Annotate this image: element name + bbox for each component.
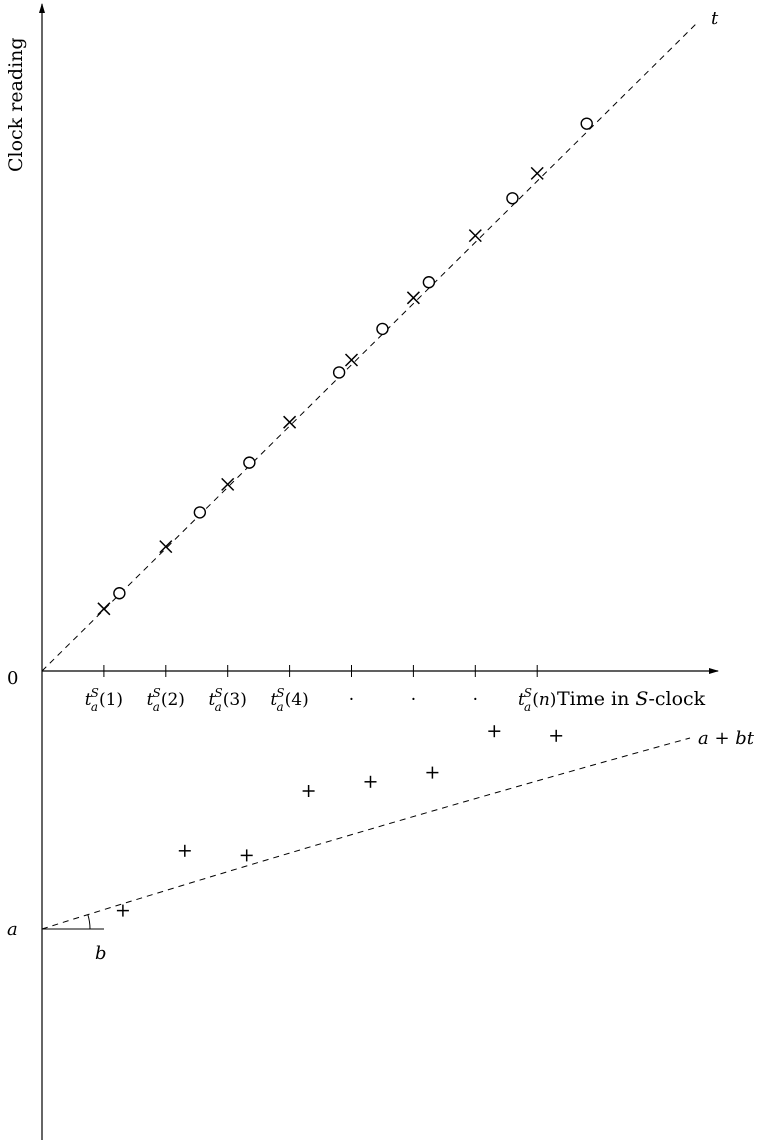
x-tick-label: · [411, 690, 416, 710]
x-tick-label: · [349, 690, 354, 710]
cross-marker [344, 353, 359, 367]
cross-marker [530, 166, 544, 180]
plus-marker [364, 775, 377, 788]
slope-label: b [95, 943, 107, 964]
x-axis-label: Time in S-clock [557, 688, 706, 710]
upper-line-label: t [711, 8, 719, 29]
upper-markers [97, 117, 593, 616]
upper-dashed-line [41, 21, 699, 672]
plus-marker [178, 844, 191, 857]
plus-marker [302, 785, 315, 797]
x-tick-label: tS a(2) [147, 686, 185, 714]
cross-marker [283, 415, 297, 429]
circle-marker [332, 366, 346, 379]
slope-angle-arc [87, 914, 91, 930]
plus-marker [426, 766, 439, 779]
intercept-label: a [7, 919, 18, 940]
circle-marker [376, 322, 389, 336]
circle-marker [506, 192, 519, 205]
lower-dashed-curve [41, 737, 691, 930]
plus-marker [488, 725, 501, 738]
y-axis-label: Clock reading [5, 37, 27, 172]
x-tick-group: tS a(1) tS a(2) tS a(3) tS a(4) · · · tS a(n) [85, 665, 556, 714]
x-tick-label: tS a(n) [518, 686, 556, 714]
x-tick-label: · [473, 690, 478, 710]
x-tick-label: tS a(3) [209, 686, 247, 714]
plus-marker [550, 729, 563, 742]
cross-marker [159, 540, 173, 554]
plus-marker [240, 849, 253, 862]
cross-marker [221, 477, 235, 491]
origin-label: 0 [7, 668, 18, 689]
cross-marker [468, 229, 482, 243]
lower-markers [116, 725, 563, 917]
cross-marker [97, 602, 111, 616]
circle-marker [193, 506, 207, 519]
x-tick-label: tS a(4) [270, 686, 308, 714]
x-tick-label: tS a(1) [85, 686, 123, 714]
plus-marker [116, 904, 129, 917]
x-axis-label-prefix: Time in [557, 688, 635, 710]
circle-marker [580, 117, 593, 130]
x-axis-label-suffix: -clock [648, 688, 705, 710]
circle-marker [243, 456, 256, 469]
circle-marker [422, 276, 436, 289]
circle-marker [113, 587, 126, 600]
lower-line-label: a + bt [698, 728, 755, 749]
x-axis-label-var: S [635, 688, 648, 710]
cross-marker [406, 291, 420, 305]
